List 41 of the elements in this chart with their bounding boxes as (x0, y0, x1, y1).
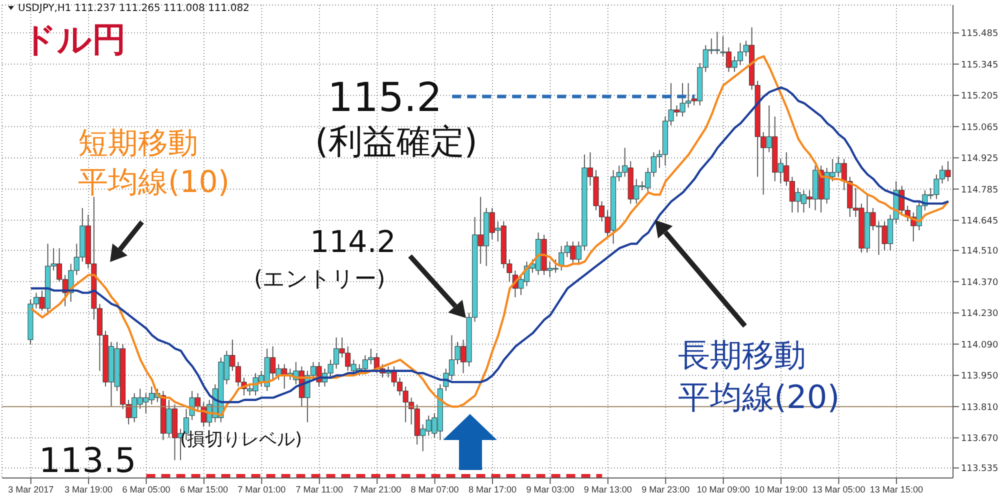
y-tick-label: 115.205 (961, 92, 998, 102)
x-tick-label: 9 Mar 03:00 (526, 484, 574, 494)
y-tick-label: 113.535 (961, 464, 998, 474)
y-tick-label: 114.090 (961, 340, 998, 350)
text: 長期移動平均線(20) (678, 335, 840, 418)
x-tick-label: 9 Mar 23:00 (642, 484, 690, 494)
y-tick-label: 114.370 (961, 278, 998, 288)
x-tick-label: 3 Mar 19:00 (64, 484, 113, 494)
ref-line-label: 115.2 (328, 74, 442, 121)
y-tick-label: 114.925 (961, 154, 998, 164)
y-tick-label: 115.065 (961, 122, 998, 133)
annotation: (損切りレベル) (180, 429, 302, 450)
y-tick-label: 114.645 (961, 216, 998, 226)
x-tick-label: 10 Mar 19:00 (754, 484, 808, 494)
x-tick-label: 13 Mar 05:00 (812, 484, 866, 494)
text: 短期移動平均線(10) (78, 125, 230, 202)
x-tick-label: 6 Mar 15:00 (180, 484, 228, 494)
y-tick-label: 114.510 (961, 246, 998, 257)
y-tick-label: 115.485 (961, 29, 998, 40)
y-tick-label: 113.950 (961, 372, 998, 382)
x-tick-label: 13 Mar 15:00 (870, 484, 923, 494)
y-tick-label: 114.230 (961, 309, 998, 320)
annotation: 114.2 (310, 225, 396, 260)
text: ドル円 (22, 20, 126, 60)
x-tick-label: 9 Mar 13:00 (584, 484, 632, 494)
x-tick-label: 6 Mar 05:00 (122, 484, 170, 494)
x-tick-label: 7 Mar 11:00 (296, 484, 344, 494)
y-tick-label: 115.345 (961, 60, 998, 70)
ref-line-label: 113.5 (38, 440, 136, 481)
y-tick-label: 113.670 (961, 434, 998, 444)
x-tick-label: 7 Mar 01:00 (238, 484, 286, 494)
x-tick-label: 8 Mar 07:00 (410, 484, 459, 494)
annotation: (エントリー) (254, 267, 386, 292)
x-tick-label: 3 Mar 2017 (8, 484, 54, 494)
x-tick-label: 8 Mar 17:00 (468, 484, 517, 494)
x-tick-label: 7 Mar 21:00 (353, 484, 402, 494)
y-tick-label: 113.810 (961, 402, 998, 413)
y-tick-label: 114.785 (961, 185, 998, 196)
annotation: (利益確定) (315, 122, 478, 162)
x-tick-label: 10 Mar 09:00 (696, 484, 750, 494)
annotation: USDJPY,H1 111.237 111.265 111.008 111.082 (18, 3, 250, 14)
